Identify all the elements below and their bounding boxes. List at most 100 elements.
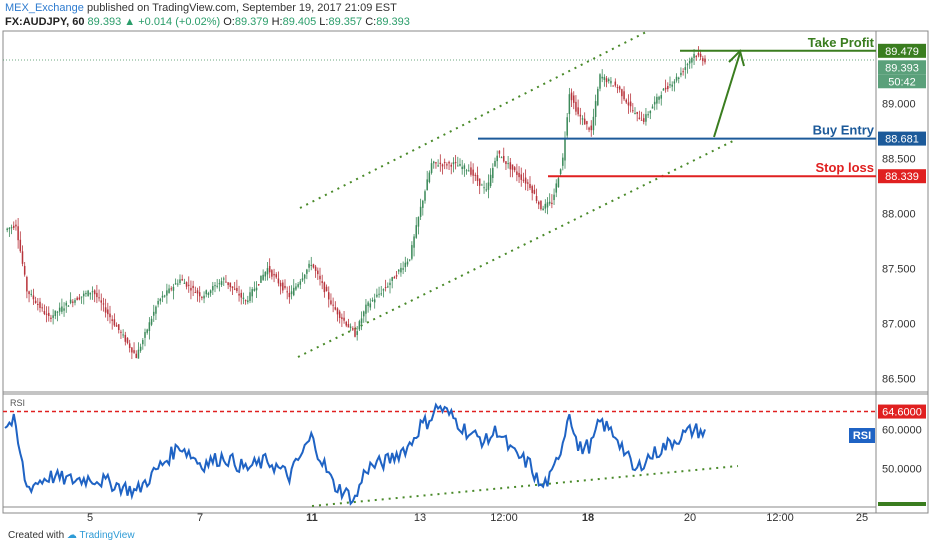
stop-loss-tag-text: 88.339 <box>885 171 919 183</box>
candle-body <box>531 186 533 194</box>
candle-body <box>115 325 118 327</box>
price-tick-label: 88.000 <box>882 209 916 221</box>
candle-body <box>39 301 41 308</box>
candle-body <box>498 150 501 154</box>
candle-body <box>284 285 286 288</box>
candle-body <box>336 308 339 315</box>
candle-body <box>592 116 595 131</box>
rsi-tick-label: 60.0000 <box>882 425 922 437</box>
buy-entry-label: Buy Entry <box>813 123 875 138</box>
candle-body <box>441 164 444 167</box>
candle-body <box>271 270 273 277</box>
candle-body <box>323 282 326 293</box>
candle-body <box>282 282 284 291</box>
candle-body <box>218 283 221 285</box>
candle-body <box>54 310 57 316</box>
created-with-label: Created with <box>8 530 65 541</box>
candle-body <box>590 125 593 131</box>
candle-body <box>500 157 503 159</box>
candle-body <box>312 264 315 268</box>
candle-body <box>376 294 378 297</box>
candle-body <box>124 334 127 342</box>
candle-body <box>419 206 422 217</box>
candle-body <box>28 291 30 295</box>
candle-body <box>577 107 579 115</box>
candle-body <box>467 170 470 172</box>
candle-body <box>74 300 76 303</box>
candle-body <box>459 164 461 166</box>
candle-body <box>472 169 474 176</box>
price-tick-label: 87.500 <box>882 264 916 276</box>
candle-body <box>387 286 389 288</box>
candle-body <box>354 329 356 337</box>
candle-body <box>21 251 24 264</box>
candle-body <box>65 302 68 306</box>
candle-body <box>137 349 140 359</box>
candle-body <box>572 95 575 103</box>
candle-body <box>161 295 164 298</box>
candle-body <box>122 334 124 336</box>
candle-body <box>268 266 271 273</box>
candle-body <box>45 313 48 315</box>
time-tick-label: 25 <box>856 512 868 524</box>
candle-body <box>275 274 278 278</box>
candle-body <box>621 89 623 97</box>
candle-body <box>413 236 415 248</box>
time-axis: 5 7 11 13 12:00 18 20 12:00 25 <box>87 512 868 524</box>
candle-body <box>607 79 610 82</box>
candle-body <box>686 64 689 66</box>
candle-body <box>190 287 192 291</box>
candle-body <box>362 311 365 317</box>
candle-body <box>205 290 208 295</box>
low-value: 89.357 <box>328 16 363 28</box>
time-tick-label: 12:00 <box>766 512 794 524</box>
candle-body <box>135 353 138 359</box>
footer: Created with ☁ TradingView <box>8 530 135 541</box>
rsi-legend-text: RSI <box>853 430 871 442</box>
candle-body <box>192 285 194 289</box>
candle-body <box>581 118 584 120</box>
candle-body <box>34 300 37 304</box>
candle-body <box>535 196 538 201</box>
candle-body <box>225 281 227 283</box>
candles <box>6 46 706 360</box>
candle-body <box>356 331 358 335</box>
candle-body <box>43 311 46 314</box>
candle-body <box>454 162 457 164</box>
candle-body <box>673 81 676 84</box>
candle-body <box>481 184 483 186</box>
candle-body <box>240 292 243 298</box>
candle-body <box>599 74 601 89</box>
candle-body <box>212 286 214 291</box>
candle-body <box>131 347 133 353</box>
publisher-name[interactable]: MEX_Exchange <box>5 2 84 14</box>
candle-body <box>247 300 249 303</box>
candle-body <box>450 164 453 167</box>
candle-body <box>107 309 109 315</box>
candle-body <box>382 289 385 291</box>
candle-body <box>120 331 122 333</box>
candle-body <box>566 117 568 136</box>
candle-body <box>332 304 334 306</box>
candle-body <box>216 285 218 287</box>
candle-body <box>478 178 481 186</box>
candle-body <box>537 201 540 205</box>
symbol-info: FX:AUDJPY, 60 89.393 ▲ +0.014 (+0.02%) O… <box>5 16 410 28</box>
candle-body <box>675 76 678 81</box>
tradingview-brand[interactable]: TradingView <box>79 530 135 541</box>
candle-body <box>494 160 496 167</box>
candle-body <box>474 174 477 176</box>
candle-body <box>507 163 509 165</box>
rsi-level-tag-text: 64.6000 <box>882 407 922 419</box>
candle-body <box>155 306 157 314</box>
candle-body <box>142 340 144 345</box>
candle-body <box>89 292 92 295</box>
candle-body <box>198 292 201 297</box>
candle-body <box>76 297 78 301</box>
candle-body <box>636 111 638 114</box>
candle-body <box>625 99 628 103</box>
candle-body <box>231 286 234 289</box>
candle-body <box>146 329 148 333</box>
time-tick-label: 20 <box>684 512 696 524</box>
